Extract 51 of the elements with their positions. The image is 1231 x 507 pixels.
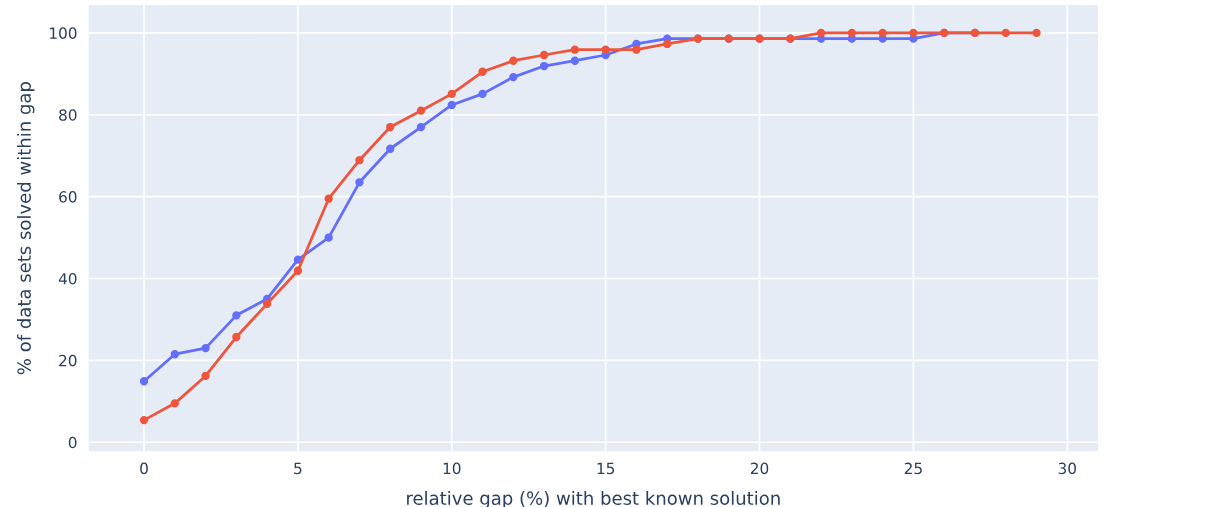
point	[847, 28, 857, 38]
point	[1001, 28, 1010, 38]
point	[447, 89, 456, 99]
point	[632, 45, 641, 54]
point	[386, 122, 395, 132]
point	[324, 233, 333, 242]
point	[601, 45, 610, 54]
point	[478, 67, 487, 76]
point	[201, 343, 210, 353]
x-tick-label: 25	[904, 462, 922, 475]
x-tick-label: 20	[750, 462, 769, 475]
point	[509, 72, 518, 82]
y-tick-label: 40	[58, 272, 77, 285]
point	[663, 39, 672, 49]
point	[570, 56, 580, 65]
point	[478, 89, 487, 99]
point	[878, 28, 887, 38]
point	[386, 144, 395, 153]
point	[232, 332, 241, 342]
y-tick-label: 20	[59, 354, 77, 367]
point	[416, 122, 426, 132]
y-tick-label: 80	[59, 109, 77, 121]
point	[539, 50, 549, 60]
point	[170, 399, 179, 408]
point	[324, 194, 333, 203]
point	[293, 266, 303, 275]
point	[355, 178, 364, 187]
point	[816, 28, 826, 38]
point	[139, 377, 149, 386]
y-tick-label: 100	[50, 27, 77, 39]
point	[570, 45, 580, 54]
point	[447, 100, 456, 110]
point	[232, 311, 241, 320]
y-tick-label: 60	[59, 191, 77, 203]
point	[201, 371, 210, 381]
x-tick-label: 10	[443, 462, 461, 475]
point	[509, 56, 518, 65]
x-tick-label: 15	[597, 462, 615, 475]
point	[139, 415, 149, 425]
y-tick-label: 0	[68, 436, 77, 449]
point	[1032, 28, 1041, 38]
x-tick-label: 0	[140, 462, 148, 475]
point	[355, 156, 364, 165]
point	[416, 106, 426, 115]
x-tick-label: 30	[1058, 462, 1076, 475]
point	[262, 299, 272, 309]
point	[170, 350, 179, 359]
y-axis-title: % of data sets solved within gap	[17, 82, 35, 375]
x-tick-label: 5	[294, 462, 302, 475]
point	[539, 61, 549, 71]
point	[909, 28, 918, 38]
